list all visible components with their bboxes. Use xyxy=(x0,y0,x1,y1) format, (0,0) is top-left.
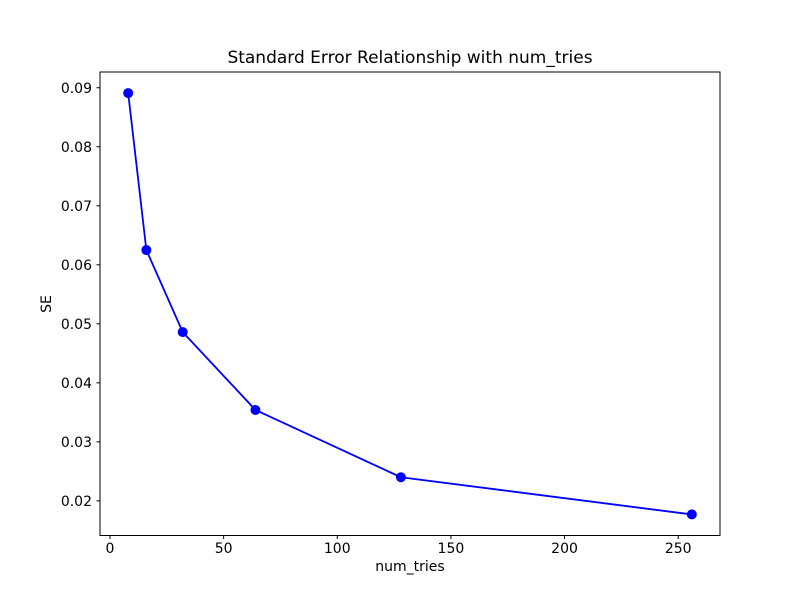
y-tick-label: 0.02 xyxy=(61,494,92,510)
x-tick-label: 100 xyxy=(324,541,351,557)
y-tick-label: 0.04 xyxy=(61,376,92,392)
y-tick-label: 0.07 xyxy=(61,199,92,215)
plot-area-border xyxy=(99,71,721,536)
data-point xyxy=(250,404,261,415)
data-point xyxy=(395,472,406,483)
x-axis-label: num_tries xyxy=(375,559,444,575)
y-tick-label: 0.03 xyxy=(61,435,92,451)
x-tick-label: 150 xyxy=(438,541,465,557)
chart-title: Standard Error Relationship with num_tri… xyxy=(227,48,592,68)
x-tick-label: 200 xyxy=(551,541,578,557)
data-point xyxy=(686,509,697,520)
data-point xyxy=(177,327,188,338)
y-tick-label: 0.08 xyxy=(61,140,92,156)
y-axis-label: SE xyxy=(39,295,55,313)
data-point xyxy=(123,88,134,99)
data-series xyxy=(123,88,697,520)
x-tick-label: 0 xyxy=(106,541,115,557)
y-tick-label: 0.05 xyxy=(61,317,92,333)
axis-ticks: 0 50 100 150 200 250 0.02 0.03 0.04 0.05 0.06 0.07 0… xyxy=(61,81,692,557)
x-tick-label: 250 xyxy=(665,541,692,557)
y-tick-label: 0.09 xyxy=(61,81,92,97)
x-tick-label: 50 xyxy=(215,541,233,557)
data-point xyxy=(141,245,152,256)
y-tick-label: 0.06 xyxy=(61,258,92,274)
data-line xyxy=(127,92,693,516)
